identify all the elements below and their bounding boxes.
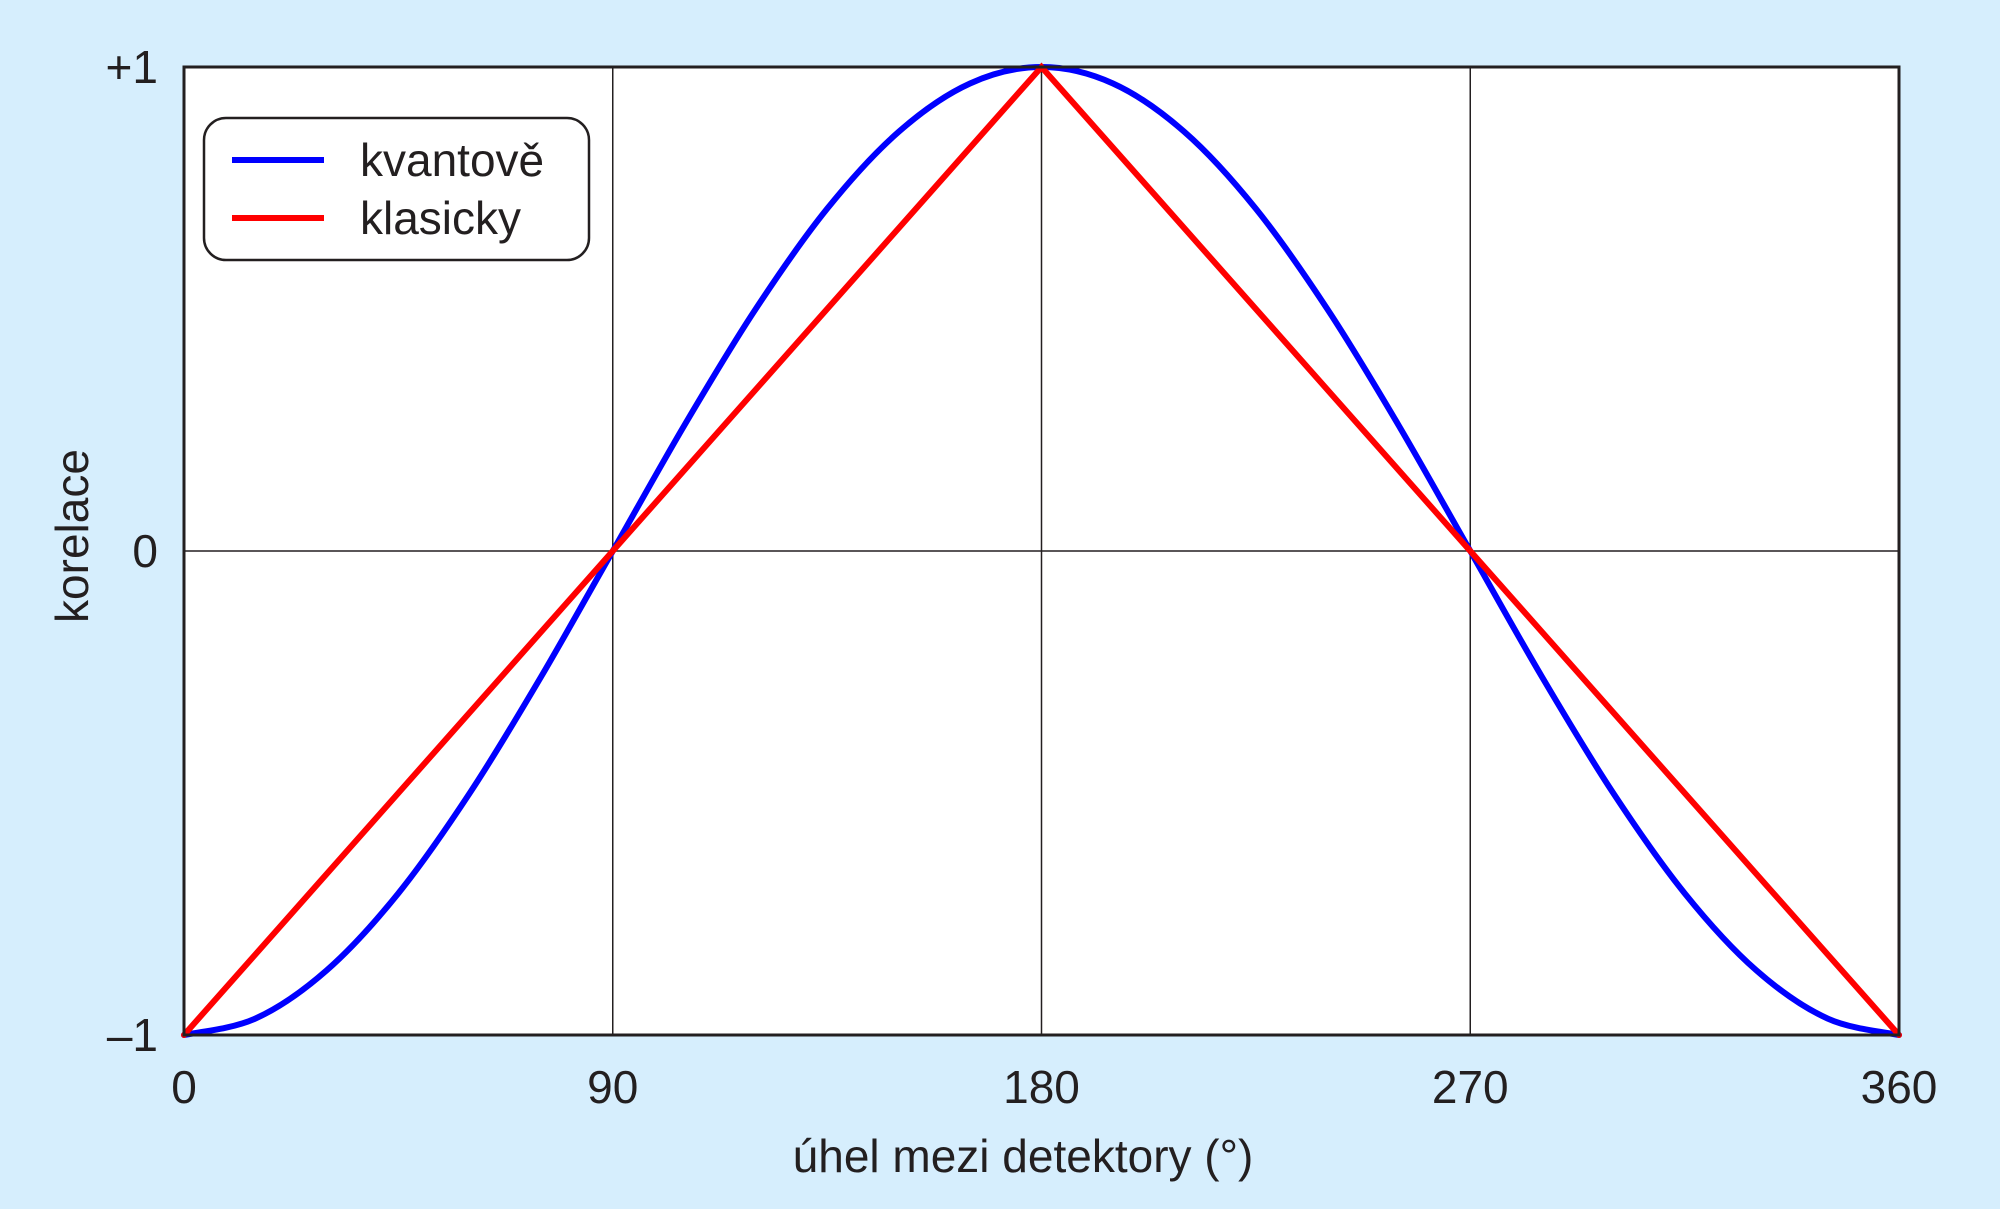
x-tick-label-90: 90	[587, 1061, 638, 1113]
x-tick-label-180: 180	[1003, 1061, 1080, 1113]
y-tick-label-1: +1	[106, 41, 158, 93]
legend-box	[202, 116, 591, 262]
y-axis-label: korelace	[46, 449, 98, 623]
plot-frame	[182, 65, 1901, 1037]
x-tick-label-270: 270	[1432, 1061, 1509, 1113]
y-tick-labels: +1 0 –1	[106, 41, 158, 1061]
legend-label-kvantove: kvantově	[360, 134, 544, 186]
legend-label-klasicky: klasicky	[360, 192, 521, 244]
x-axis-label: úhel mezi detektory (°)	[793, 1130, 1254, 1182]
y-tick-label-0: 0	[132, 525, 158, 577]
x-tick-label-360: 360	[1861, 1061, 1938, 1113]
x-tick-labels: 0 90 180 270 360	[171, 1061, 1937, 1113]
x-tick-label-0: 0	[171, 1061, 197, 1113]
legend: kvantově klasicky	[202, 116, 591, 262]
y-tick-label--1: –1	[107, 1009, 158, 1061]
